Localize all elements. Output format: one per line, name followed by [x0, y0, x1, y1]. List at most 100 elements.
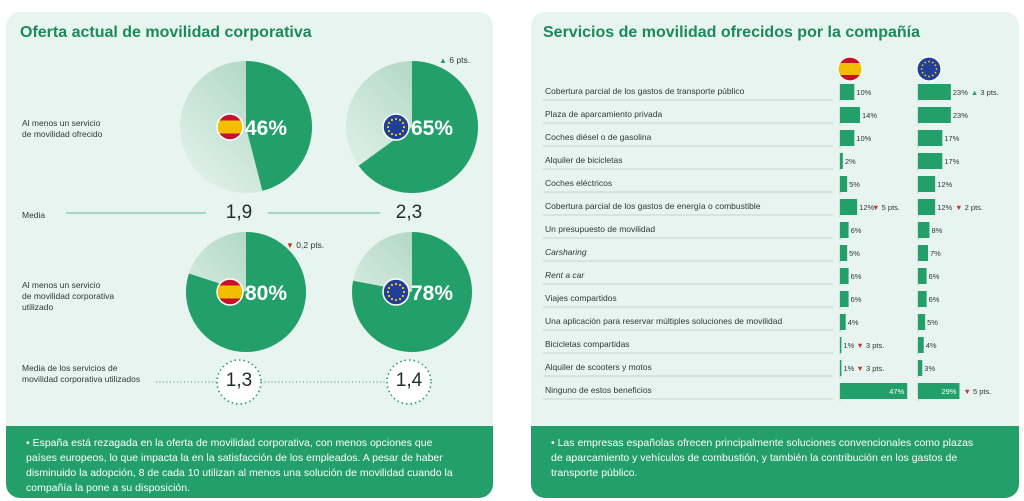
bar-europe — [918, 176, 936, 192]
bar-europe — [918, 291, 927, 307]
bar-spain — [840, 360, 842, 376]
category-label: Alquiler de bicicletas — [545, 155, 622, 165]
pie-percentage-label: 65% — [411, 117, 453, 140]
delta-offered-europe: ▲ 6 pts. — [439, 55, 471, 65]
bar-label-europe: 5% — [927, 318, 938, 327]
bar-label-spain: 12% — [859, 203, 874, 212]
bar-spain — [840, 222, 849, 238]
pie-percentage-label: 46% — [245, 117, 287, 140]
bar-label-spain: 5% — [849, 249, 860, 258]
category-label: Plaza de aparcamiento privada — [545, 109, 662, 119]
bar-label-europe: 8% — [931, 226, 942, 235]
pie-slice — [352, 232, 473, 352]
delta-used-spain: ▼ 0,2 pts. — [286, 240, 325, 250]
category-label: Coches eléctricos — [545, 178, 612, 188]
bar-label-spain: 5% — [849, 180, 860, 189]
media-used-ring-europe — [386, 359, 432, 405]
pie-offered-europe: 65% — [346, 61, 479, 194]
bar-label-spain: 6% — [851, 295, 862, 304]
bar-label-spain: 14% — [862, 111, 877, 120]
bar-row: Alquiler de bicicletas 2% 17% — [543, 153, 960, 171]
bar-label-europe: 4% — [926, 341, 937, 350]
bar-europe — [918, 383, 960, 399]
bar-label-europe: 29% — [941, 387, 956, 396]
bar-label-europe: 23% — [953, 88, 968, 97]
bar-row: Cobertura parcial de los gastos de energ… — [543, 199, 983, 217]
bar-label-spain: 10% — [856, 88, 871, 97]
row-label-used: Al menos un servicio de movilidad corpora… — [22, 280, 115, 312]
bar-label-spain: 1% — [843, 341, 854, 350]
bar-spain — [840, 337, 842, 353]
category-label: Ninguno de estos beneficios — [545, 385, 652, 395]
bar-label-europe: 17% — [944, 157, 959, 166]
category-label: Viajes compartidos — [545, 293, 617, 303]
pie-percentage-label: 78% — [411, 282, 453, 305]
pie-used-europe: 78% — [352, 232, 473, 352]
media-offered-europe: 2,3 — [395, 202, 423, 223]
bar-spain — [840, 84, 855, 100]
bar-spain — [840, 199, 858, 215]
right-panel-title: Servicios de movilidad ofrecidos por la … — [543, 24, 920, 41]
media-used-label: Media de los servicios de movilidad corpo… — [22, 363, 141, 384]
bar-row: Un presupuesto de movilidad 6% 8% — [543, 222, 943, 240]
media-used-europe: 1,4 — [395, 370, 423, 391]
bar-label-europe: 23% — [953, 111, 968, 120]
eu-flag-icon — [916, 56, 942, 82]
bar-row: Plaza de aparcamiento privada 14% 23% — [543, 107, 968, 125]
bar-label-europe: 6% — [929, 272, 940, 281]
company-mobility-services-panel: Servicios de movilidad ofrecidos por la … — [531, 12, 1019, 498]
bar-europe — [918, 337, 924, 353]
pie-slice — [185, 232, 306, 353]
pie-slice — [358, 61, 479, 194]
bar-spain — [840, 176, 848, 192]
bar-europe — [918, 222, 930, 238]
bar-label-europe: 7% — [930, 249, 941, 258]
bar-europe — [918, 153, 943, 169]
bar-row: Ninguno de estos beneficios 47% 29% ▼ 5 pts… — [543, 383, 991, 401]
delta-europe: ▲ 3 pts. — [971, 88, 999, 97]
bar-row: Coches diésel o de gasolina 10% 17% — [543, 130, 960, 148]
bar-label-spain: 10% — [856, 134, 871, 143]
bar-europe — [918, 199, 936, 215]
services-bar-chart: Cobertura parcial de los gastos de trans… — [543, 56, 999, 401]
delta-spain: ▼ 3 pts. — [856, 341, 884, 350]
row-label-offered: Al menos un servicio de movilidad ofrecid… — [22, 118, 103, 139]
bar-label-europe: 6% — [929, 295, 940, 304]
bar-europe — [918, 84, 951, 100]
bar-europe — [918, 130, 943, 146]
pie-charts: 46% 65% 80% 78% — [66, 61, 479, 405]
category-label: Una aplicación para reservar múltiples s… — [545, 316, 782, 326]
bar-spain — [840, 268, 849, 284]
spain-flag-icon — [837, 56, 863, 82]
bar-label-europe: 12% — [937, 203, 952, 212]
bar-label-europe: 12% — [937, 180, 952, 189]
category-label: Un presupuesto de movilidad — [545, 224, 655, 234]
spain-flag-icon — [216, 278, 244, 306]
bar-spain — [840, 383, 908, 399]
eu-flag-icon — [382, 113, 410, 141]
right-panel-note: • Las empresas españolas ofrecen princip… — [531, 426, 1019, 498]
bar-spain — [840, 130, 855, 146]
bar-row: Rent a car 6% 6% — [543, 268, 940, 286]
category-label: Cobertura parcial de los gastos de energ… — [545, 201, 761, 211]
bar-label-spain: 6% — [851, 272, 862, 281]
category-label: Cobertura parcial de los gastos de trans… — [545, 86, 745, 96]
corporate-mobility-offer-panel: Oferta actual de movilidad corporativa 4… — [6, 12, 493, 498]
pie-percentage-label: 80% — [245, 282, 287, 305]
bar-europe — [918, 268, 927, 284]
bar-label-spain: 4% — [848, 318, 859, 327]
bar-row: Carsharing 5% 7% — [543, 245, 941, 263]
eu-flag-icon — [382, 278, 410, 306]
bar-label-europe: 3% — [924, 364, 935, 373]
bar-label-spain: 1% — [843, 364, 854, 373]
bar-europe — [918, 360, 923, 376]
bar-label-spain: 2% — [845, 157, 856, 166]
bar-spain — [840, 314, 846, 330]
delta-spain: ▼ 3 pts. — [856, 364, 884, 373]
bar-europe — [918, 314, 926, 330]
category-label: Alquiler de scooters y motos — [545, 362, 652, 372]
pie-used-spain: 80% — [185, 232, 306, 353]
bar-row: Alquiler de scooters y motos 1% ▼ 3 pts. 3% — [543, 360, 935, 378]
bar-label-spain: 47% — [889, 387, 904, 396]
bar-label-europe: 17% — [944, 134, 959, 143]
